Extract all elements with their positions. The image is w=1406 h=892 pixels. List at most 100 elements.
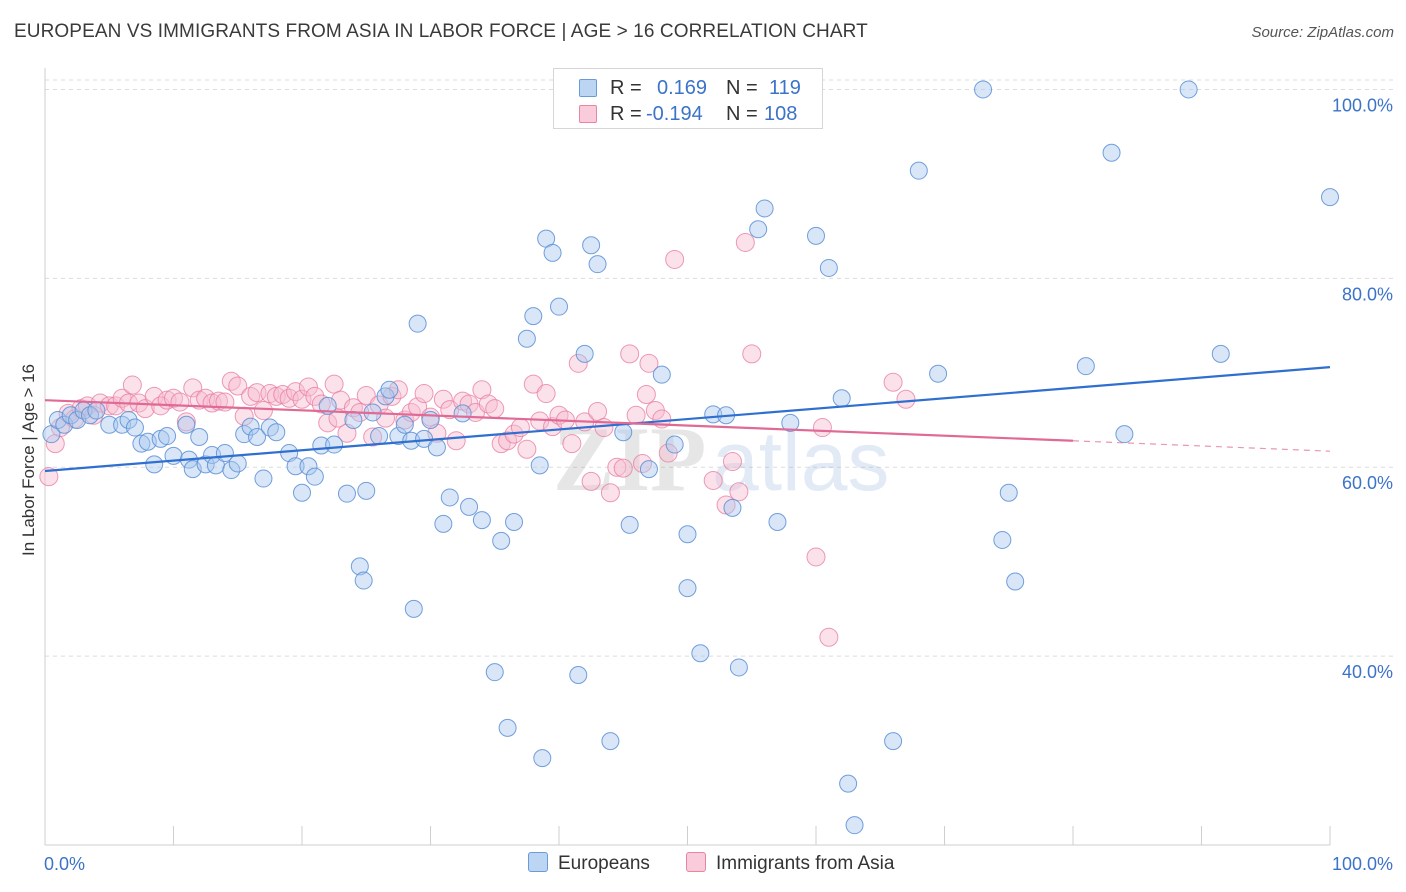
data-point-asia bbox=[819, 627, 839, 647]
data-point-europeans bbox=[620, 515, 639, 534]
data-point-europeans bbox=[909, 161, 928, 180]
data-point-europeans bbox=[132, 434, 151, 453]
data-point-asia bbox=[472, 380, 492, 400]
data-point-asia bbox=[485, 399, 505, 419]
data-point-asia bbox=[170, 392, 190, 412]
data-point-europeans bbox=[601, 732, 620, 751]
data-point-europeans bbox=[286, 457, 305, 476]
data-point-asia bbox=[735, 232, 755, 252]
legend-r-label: R = bbox=[610, 77, 642, 99]
data-point-europeans bbox=[839, 774, 858, 793]
data-point-europeans bbox=[408, 314, 427, 333]
data-point-asia bbox=[39, 467, 59, 487]
data-point-asia bbox=[883, 372, 903, 392]
data-point-europeans bbox=[575, 344, 594, 363]
data-point-europeans bbox=[1211, 344, 1230, 363]
data-point-asia bbox=[806, 547, 826, 567]
legend-swatch-asia bbox=[579, 105, 597, 123]
data-point-europeans bbox=[678, 525, 697, 544]
data-point-europeans bbox=[749, 220, 768, 239]
chart-source: Source: ZipAtlas.com bbox=[1251, 24, 1394, 41]
legend-n-label: N = bbox=[726, 77, 758, 99]
data-point-europeans bbox=[492, 531, 511, 550]
data-point-europeans bbox=[248, 428, 267, 446]
data-point-europeans bbox=[993, 530, 1012, 549]
trend-line-europeans bbox=[44, 366, 1331, 473]
data-point-asia bbox=[639, 353, 659, 373]
data-point-europeans bbox=[222, 461, 241, 480]
data-point-europeans bbox=[845, 816, 864, 835]
data-point-europeans bbox=[1179, 80, 1198, 99]
data-point-europeans bbox=[280, 444, 299, 463]
data-point-europeans bbox=[145, 455, 164, 474]
data-point-europeans bbox=[177, 415, 196, 434]
data-point-europeans bbox=[440, 488, 459, 507]
axis-labels: 40.0% 60.0% 80.0% 100.0% 0.0% 100.0% In Labor … bbox=[19, 95, 1393, 874]
data-point-asia bbox=[607, 457, 627, 477]
data-point-asia bbox=[164, 388, 183, 408]
data-point-europeans bbox=[125, 418, 144, 437]
legend-r-label: R = bbox=[610, 103, 642, 125]
data-point-asia bbox=[84, 405, 104, 425]
data-point-europeans bbox=[370, 427, 389, 446]
data-point-asia bbox=[812, 418, 832, 438]
data-point-asia bbox=[742, 344, 762, 364]
axes bbox=[44, 68, 1331, 846]
bottom-legend-swatch-europeans bbox=[528, 852, 548, 872]
data-point-europeans bbox=[588, 255, 607, 274]
data-point-asia bbox=[446, 431, 466, 451]
trend-lines bbox=[44, 366, 1331, 473]
data-point-asia bbox=[183, 378, 203, 398]
data-point-europeans bbox=[337, 484, 356, 503]
data-point-europeans bbox=[999, 483, 1018, 502]
data-point-europeans bbox=[293, 483, 311, 502]
data-point-europeans bbox=[832, 389, 851, 408]
y-tick-label: 60.0% bbox=[1342, 473, 1393, 493]
data-point-asia bbox=[356, 385, 376, 405]
data-point-europeans bbox=[472, 511, 491, 530]
data-point-asia bbox=[896, 389, 916, 409]
legend-row-europeans: R = 0.169 N = 119 bbox=[554, 76, 822, 102]
data-point-asia bbox=[208, 391, 228, 411]
data-point-europeans bbox=[807, 226, 825, 245]
data-point-asia bbox=[122, 375, 142, 395]
stats-legend: R = 0.169 N = 119 R = -0.194 N = 108 bbox=[553, 68, 823, 129]
data-point-europeans bbox=[582, 236, 601, 255]
data-point-europeans bbox=[755, 199, 774, 218]
legend-n-value: 108 bbox=[764, 103, 798, 125]
bottom-legend-swatch-asia bbox=[686, 852, 706, 872]
data-point-europeans bbox=[498, 718, 517, 737]
data-point-europeans bbox=[241, 417, 260, 436]
data-point-asia bbox=[600, 483, 620, 503]
legend-n-value: 119 bbox=[769, 77, 801, 99]
data-point-asia bbox=[305, 386, 325, 406]
data-point-europeans bbox=[1321, 188, 1339, 207]
data-point-europeans bbox=[729, 658, 748, 677]
data-point-asia bbox=[414, 384, 434, 404]
data-point-europeans bbox=[569, 666, 588, 684]
data-point-europeans bbox=[267, 423, 286, 442]
data-point-europeans bbox=[100, 415, 119, 434]
data-point-europeans bbox=[254, 469, 273, 488]
data-point-asia bbox=[636, 385, 656, 404]
y-tick-label: 100.0% bbox=[1332, 95, 1393, 115]
data-point-asia bbox=[433, 389, 453, 409]
data-point-asia bbox=[286, 382, 306, 402]
data-point-europeans bbox=[460, 497, 479, 516]
data-point-europeans bbox=[1076, 357, 1095, 376]
data-point-europeans bbox=[639, 460, 658, 479]
legend-r-value: 0.169 bbox=[657, 77, 708, 99]
data-point-asia bbox=[568, 353, 588, 373]
data-point-europeans bbox=[723, 498, 742, 517]
data-point-europeans bbox=[453, 404, 472, 423]
gridlines bbox=[45, 79, 1395, 657]
trend-line-asia-extension bbox=[1072, 440, 1331, 452]
trend-line-asia bbox=[44, 399, 1074, 442]
data-point-europeans bbox=[228, 454, 247, 473]
data-point-europeans bbox=[87, 401, 106, 420]
data-point-europeans bbox=[354, 571, 373, 590]
data-point-europeans bbox=[260, 418, 279, 437]
y-tick-label: 40.0% bbox=[1342, 662, 1393, 682]
data-point-europeans bbox=[404, 599, 423, 618]
data-point-europeans bbox=[819, 258, 838, 277]
